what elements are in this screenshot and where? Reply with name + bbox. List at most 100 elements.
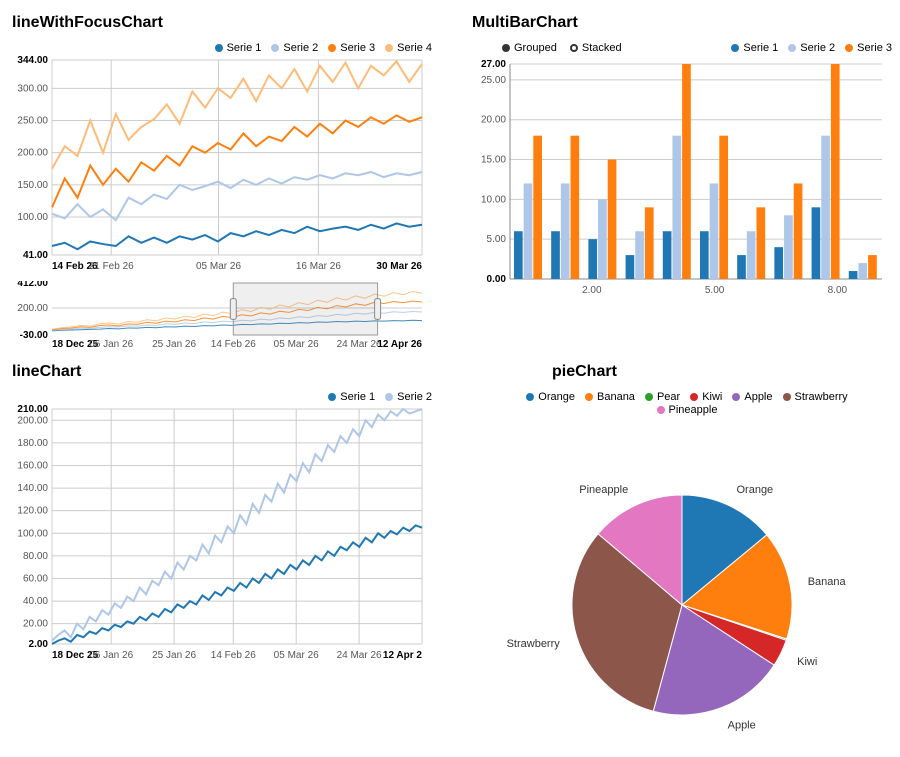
svg-text:2.00: 2.00 bbox=[582, 285, 602, 296]
svg-text:27.00: 27.00 bbox=[481, 59, 506, 70]
svg-text:20.00: 20.00 bbox=[481, 115, 506, 126]
svg-text:06 Jan 26: 06 Jan 26 bbox=[89, 650, 133, 661]
bar[interactable] bbox=[774, 247, 783, 279]
svg-text:180.00: 180.00 bbox=[17, 438, 48, 449]
bar[interactable] bbox=[757, 207, 766, 279]
bar[interactable] bbox=[710, 183, 719, 279]
legend-item[interactable]: Serie 3 bbox=[845, 42, 892, 54]
bar[interactable] bbox=[551, 231, 560, 279]
bar[interactable] bbox=[858, 263, 867, 279]
svg-text:24 Mar 26: 24 Mar 26 bbox=[337, 650, 382, 661]
pie-chart[interactable]: Orange Banana Kiwi Apple Strawberry Pineapple bbox=[472, 425, 892, 745]
bar[interactable] bbox=[737, 255, 746, 279]
legend-item[interactable]: Serie 1 bbox=[328, 391, 375, 403]
svg-text:25.00: 25.00 bbox=[481, 75, 506, 86]
svg-text:14 Feb 26: 14 Feb 26 bbox=[211, 339, 256, 350]
legend-item[interactable]: Apple bbox=[732, 391, 772, 403]
legend-item[interactable]: Serie 1 bbox=[215, 42, 262, 54]
svg-text:14 Feb 26: 14 Feb 26 bbox=[211, 650, 256, 661]
svg-text:06 Jan 26: 06 Jan 26 bbox=[89, 339, 133, 350]
legend-item[interactable]: Banana bbox=[585, 391, 635, 403]
legend-item[interactable]: Serie 2 bbox=[385, 391, 432, 403]
legend-item[interactable]: Pineapple bbox=[657, 404, 718, 416]
linechart-title: lineChart bbox=[12, 363, 452, 381]
svg-text:0.00: 0.00 bbox=[487, 274, 507, 285]
bar[interactable] bbox=[663, 231, 672, 279]
bar[interactable] bbox=[645, 207, 654, 279]
legend-item[interactable]: Serie 2 bbox=[788, 42, 835, 54]
bar[interactable] bbox=[812, 207, 821, 279]
bar[interactable] bbox=[524, 183, 533, 279]
bar[interactable] bbox=[608, 160, 617, 279]
legend-item[interactable]: Strawberry bbox=[783, 391, 848, 403]
svg-text:300.00: 300.00 bbox=[17, 83, 48, 94]
linechart-panel: lineChart Serie 1 Serie 2 2.0020.0040.006… bbox=[12, 361, 452, 745]
svg-text:200.00: 200.00 bbox=[17, 415, 48, 426]
bar[interactable] bbox=[821, 136, 830, 279]
bar[interactable] bbox=[747, 231, 756, 279]
bar[interactable] bbox=[571, 136, 580, 279]
multibar-legend: Serie 1 Serie 2 Serie 3 bbox=[731, 42, 900, 55]
bar[interactable] bbox=[794, 183, 803, 279]
svg-text:24 Mar 26: 24 Mar 26 bbox=[337, 339, 382, 350]
bar[interactable] bbox=[635, 231, 644, 279]
brush-handle-right[interactable] bbox=[375, 299, 381, 320]
pie-slice-label: Apple bbox=[728, 720, 756, 732]
svg-text:05 Mar 26: 05 Mar 26 bbox=[274, 339, 319, 350]
line-focus-title: lineWithFocusChart bbox=[12, 14, 452, 32]
svg-text:412.00: 412.00 bbox=[17, 281, 48, 289]
svg-text:10.00: 10.00 bbox=[481, 194, 506, 205]
piechart-panel: pieChart Orange Banana Pear Kiwi Apple Strawb… bbox=[472, 361, 900, 745]
pie-slice-label: Kiwi bbox=[797, 656, 817, 668]
bar[interactable] bbox=[588, 239, 597, 279]
svg-text:15.00: 15.00 bbox=[481, 155, 506, 166]
line-focus-context[interactable]: -30.00200.00412.0018 Dec 2506 Jan 2625 J… bbox=[12, 281, 432, 351]
bar[interactable] bbox=[831, 64, 840, 279]
bar[interactable] bbox=[784, 215, 793, 279]
svg-text:12 Apr 26: 12 Apr 26 bbox=[377, 339, 422, 350]
piechart-title: pieChart bbox=[552, 363, 900, 381]
bar[interactable] bbox=[598, 199, 607, 279]
bar[interactable] bbox=[700, 231, 709, 279]
bar[interactable] bbox=[682, 64, 691, 279]
line-focus-legend: Serie 1 Serie 2 Serie 3 Serie 4 bbox=[12, 42, 452, 55]
pie-slice-label: Strawberry bbox=[507, 638, 561, 650]
line-focus-chart[interactable]: 41.00100.00150.00200.00250.00300.00344.0… bbox=[12, 55, 432, 275]
bar[interactable] bbox=[672, 136, 681, 279]
legend-item[interactable]: Orange bbox=[526, 391, 575, 403]
mode-grouped[interactable]: Grouped bbox=[502, 42, 557, 54]
bar[interactable] bbox=[719, 136, 728, 279]
legend-item[interactable]: Serie 3 bbox=[328, 42, 375, 54]
svg-text:5.00: 5.00 bbox=[705, 285, 725, 296]
pie-slice-label: Pineapple bbox=[579, 484, 628, 496]
legend-item[interactable]: Serie 1 bbox=[731, 42, 778, 54]
multibar-panel: MultiBarChart Grouped Stacked Serie 1Ser… bbox=[472, 12, 900, 351]
pie-slice-label: Banana bbox=[808, 576, 847, 588]
line-chart[interactable]: 2.0020.0040.0060.0080.00100.00120.00140.… bbox=[12, 404, 432, 664]
legend-item[interactable]: Serie 4 bbox=[385, 42, 432, 54]
bar[interactable] bbox=[868, 255, 877, 279]
bar[interactable] bbox=[514, 231, 523, 279]
linechart-legend: Serie 1 Serie 2 bbox=[12, 391, 452, 404]
svg-text:100.00: 100.00 bbox=[17, 212, 48, 223]
svg-text:120.00: 120.00 bbox=[17, 506, 48, 517]
legend-item[interactable]: Pear bbox=[645, 391, 680, 403]
bar[interactable] bbox=[533, 136, 542, 279]
svg-text:25 Jan 26: 25 Jan 26 bbox=[152, 650, 196, 661]
svg-text:21 Feb 26: 21 Feb 26 bbox=[89, 261, 134, 272]
svg-text:5.00: 5.00 bbox=[487, 234, 507, 245]
svg-text:2.00: 2.00 bbox=[29, 639, 49, 650]
brush-handle-left[interactable] bbox=[230, 299, 236, 320]
mode-stacked[interactable]: Stacked bbox=[570, 42, 622, 54]
svg-text:210.00: 210.00 bbox=[17, 404, 48, 415]
multibar-chart[interactable]: 0.00 5.00 10.00 15.00 20.00 25.00 27.00 2.00 5.0… bbox=[472, 59, 892, 299]
legend-item[interactable]: Kiwi bbox=[690, 391, 722, 403]
bar[interactable] bbox=[626, 255, 635, 279]
pie-slice-label: Orange bbox=[736, 484, 773, 496]
svg-text:16 Mar 26: 16 Mar 26 bbox=[296, 261, 341, 272]
svg-text:41.00: 41.00 bbox=[23, 250, 48, 261]
legend-item[interactable]: Serie 2 bbox=[271, 42, 318, 54]
bar[interactable] bbox=[849, 271, 858, 279]
brush[interactable] bbox=[233, 283, 377, 335]
bar[interactable] bbox=[561, 183, 570, 279]
